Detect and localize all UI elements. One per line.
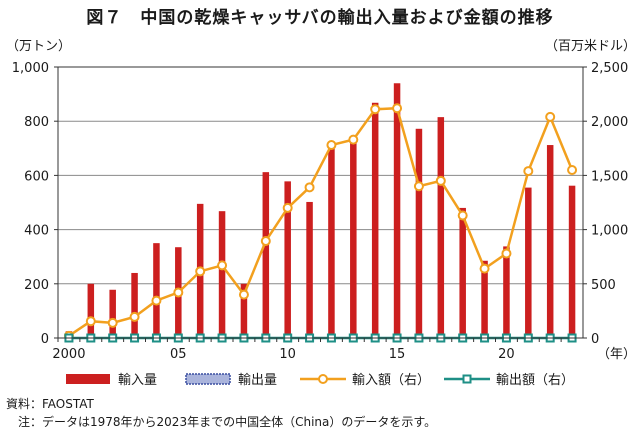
point-marker: [173, 287, 184, 298]
bar: [262, 172, 270, 338]
left-tick-label: 200: [24, 278, 49, 293]
x-tick-label: 15: [389, 347, 406, 362]
bar: [437, 117, 445, 338]
right-tick-label: 2,000: [591, 115, 628, 130]
legend: 輸入量 輸出量 輸入額（右） 輸出額（右）: [66, 373, 574, 388]
right-axis-unit: （百万米ドル）: [545, 39, 636, 54]
point-marker: [260, 235, 271, 246]
left-tick-label: 0: [41, 332, 49, 347]
legend-marker: [462, 374, 472, 384]
legend-label: 輸出額（右）: [496, 373, 574, 388]
bar: [525, 187, 532, 338]
left-tick-label: 400: [24, 224, 49, 239]
bar: [109, 289, 116, 338]
x-axis-unit: （年）: [597, 347, 636, 362]
point-marker: [523, 166, 534, 177]
point-marker: [392, 103, 403, 114]
left-tick-label: 800: [24, 115, 49, 130]
point-marker: [479, 263, 490, 274]
series-line: [68, 106, 574, 337]
legend-label: 輸出量: [238, 373, 277, 388]
bar: [284, 181, 291, 338]
right-tick-label: 1,000: [591, 224, 628, 239]
point-marker: [457, 210, 468, 221]
right-tick-label: 2,500: [591, 61, 628, 76]
bar: [131, 272, 138, 338]
bar: [87, 283, 95, 338]
bar: [328, 143, 335, 338]
point-marker: [107, 317, 118, 328]
point-marker: [85, 316, 96, 327]
bar: [481, 260, 488, 338]
left-axis-unit: （万トン）: [6, 39, 71, 54]
bar: [393, 83, 401, 338]
point-marker: [217, 260, 228, 271]
bar: [371, 102, 379, 338]
legend-marker: [318, 374, 328, 384]
point-marker: [195, 266, 206, 277]
bar: [568, 185, 576, 338]
bar: [218, 211, 226, 338]
x-tick-label: 10: [279, 347, 296, 362]
chart: 0 200 400 600 800 1,000 0 500 1,000 1,500 2,000 2,5…: [6, 39, 636, 388]
footnote: 注：データは1978年から2023年までの中国全体（China）のデータを示す。: [6, 415, 437, 429]
left-tick-label: 1,000: [12, 61, 49, 76]
right-tick-label: 0: [591, 332, 599, 347]
source-note: 資料：FAOSTAT: [6, 397, 94, 411]
legend-swatch: [66, 374, 110, 384]
point-marker: [413, 181, 424, 192]
bar: [240, 283, 248, 338]
point-marker: [129, 311, 140, 322]
point-marker: [501, 248, 512, 259]
point-marker: [151, 295, 162, 306]
legend-label: 輸入額（右）: [352, 373, 430, 388]
notes: 資料：FAOSTAT 注：データは1978年から2023年までの中国全体（Chi…: [6, 395, 436, 431]
left-tick-label: 600: [24, 169, 49, 184]
bar: [153, 243, 160, 338]
x-tick-label: 2000: [52, 347, 85, 362]
bar: [350, 136, 357, 338]
chart-title: 図７ 中国の乾燥キャッサバの輸出入量および金額の推移: [86, 8, 554, 28]
point-marker: [238, 289, 249, 300]
bar: [415, 128, 423, 338]
legend-label: 輸入量: [118, 373, 157, 388]
bar: [306, 201, 313, 338]
point-marker: [370, 104, 381, 115]
right-tick-label: 1,500: [591, 169, 628, 184]
bar: [546, 145, 554, 338]
bar-series: [65, 83, 576, 338]
point-marker: [326, 140, 337, 151]
x-tick-label: 05: [170, 347, 187, 362]
point-marker: [348, 134, 359, 145]
point-marker: [282, 202, 293, 213]
legend-swatch: [185, 373, 231, 385]
bar: [503, 246, 510, 338]
point-marker: [304, 182, 315, 193]
point-marker: [545, 111, 556, 122]
axes: 0 200 400 600 800 1,000 0 500 1,000 1,500 2,000 2,5…: [6, 39, 636, 362]
bar: [459, 207, 466, 338]
point-marker: [567, 164, 578, 175]
line-series: [63, 103, 578, 343]
x-tick-label: 20: [498, 347, 515, 362]
point-marker: [435, 175, 446, 186]
right-tick-label: 500: [591, 278, 616, 293]
